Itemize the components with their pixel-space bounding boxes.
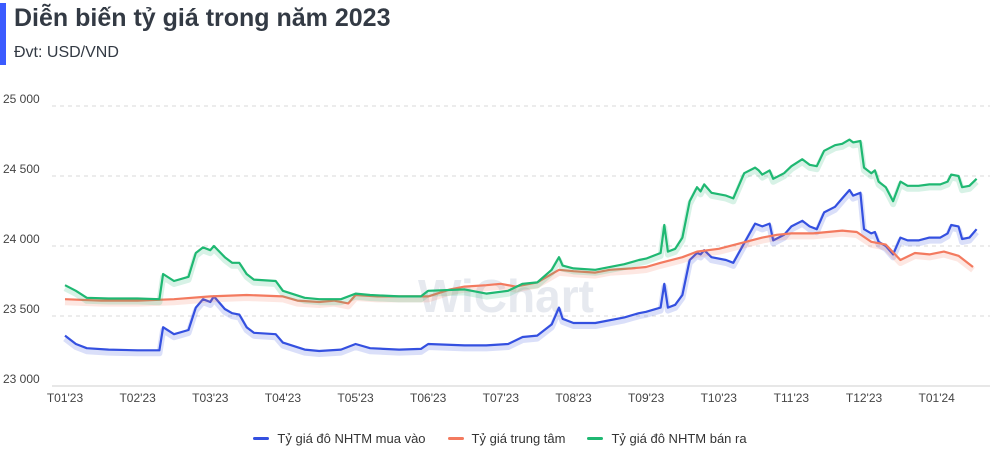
title-accent-bar [0, 3, 6, 65]
legend-swatch [447, 437, 464, 440]
x-tick-label: T02'23 [119, 391, 156, 405]
y-tick-label: 23 500 [3, 302, 40, 316]
y-axis: 23 000 23 500 24 000 24 500 25 000 [3, 92, 40, 386]
y-tick-label: 25 000 [3, 92, 40, 106]
legend-item-2[interactable]: Tỷ giá trung tâm [447, 431, 566, 446]
chart-title: Diễn biến tỷ giá trong năm 2023 [14, 4, 391, 32]
x-tick-label: T08'23 [555, 391, 592, 405]
x-tick-label: T01'24 [919, 391, 956, 405]
x-tick-label: T05'23 [337, 391, 374, 405]
series-line-shadow [64, 230, 975, 310]
legend-label: Tỷ giá đô NHTM bán ra [611, 431, 747, 446]
x-axis: T01'23 T02'23 T03'23 T04'23 T05'23 T06'23 T07'… [47, 385, 990, 405]
y-tick-label: 24 500 [3, 162, 40, 176]
series-line-3[interactable] [64, 138, 978, 301]
x-tick-label: T11'23 [774, 391, 810, 405]
x-tick-label: T06'23 [410, 391, 447, 405]
x-tick-label: T07'23 [483, 391, 520, 405]
legend-item-1[interactable]: Tỷ giá đô NHTM mua vào [253, 431, 426, 446]
series-layer [63, 138, 979, 357]
legend-label: Tỷ giá trung tâm [471, 431, 566, 446]
x-tick-label: T09'23 [628, 391, 665, 405]
y-tick-label: 23 000 [3, 372, 40, 386]
x-tick-label: T10'23 [701, 391, 738, 405]
x-tick-label: T12'23 [846, 391, 883, 405]
legend: Tỷ giá đô NHTM mua vào Tỷ giá trung tâm Tỷ… [0, 431, 1000, 446]
legend-swatch [253, 437, 270, 440]
y-tick-label: 24 000 [3, 232, 40, 246]
legend-item-3[interactable]: Tỷ giá đô NHTM bán ra [587, 431, 747, 446]
series-line-shadow [63, 190, 979, 357]
chart-subtitle: Đvt: USD/VND [14, 44, 119, 61]
x-tick-label: T01'23 [47, 391, 84, 405]
x-tick-label: T04'23 [265, 391, 302, 405]
series-line-shadow [63, 139, 979, 306]
legend-label: Tỷ giá đô NHTM mua vào [277, 431, 426, 446]
x-tick-label: T03'23 [192, 391, 229, 405]
watermark-logo: WiChart [418, 270, 594, 322]
legend-swatch [587, 437, 604, 440]
series-line-2[interactable] [64, 229, 974, 305]
series-line-1[interactable] [64, 188, 978, 353]
